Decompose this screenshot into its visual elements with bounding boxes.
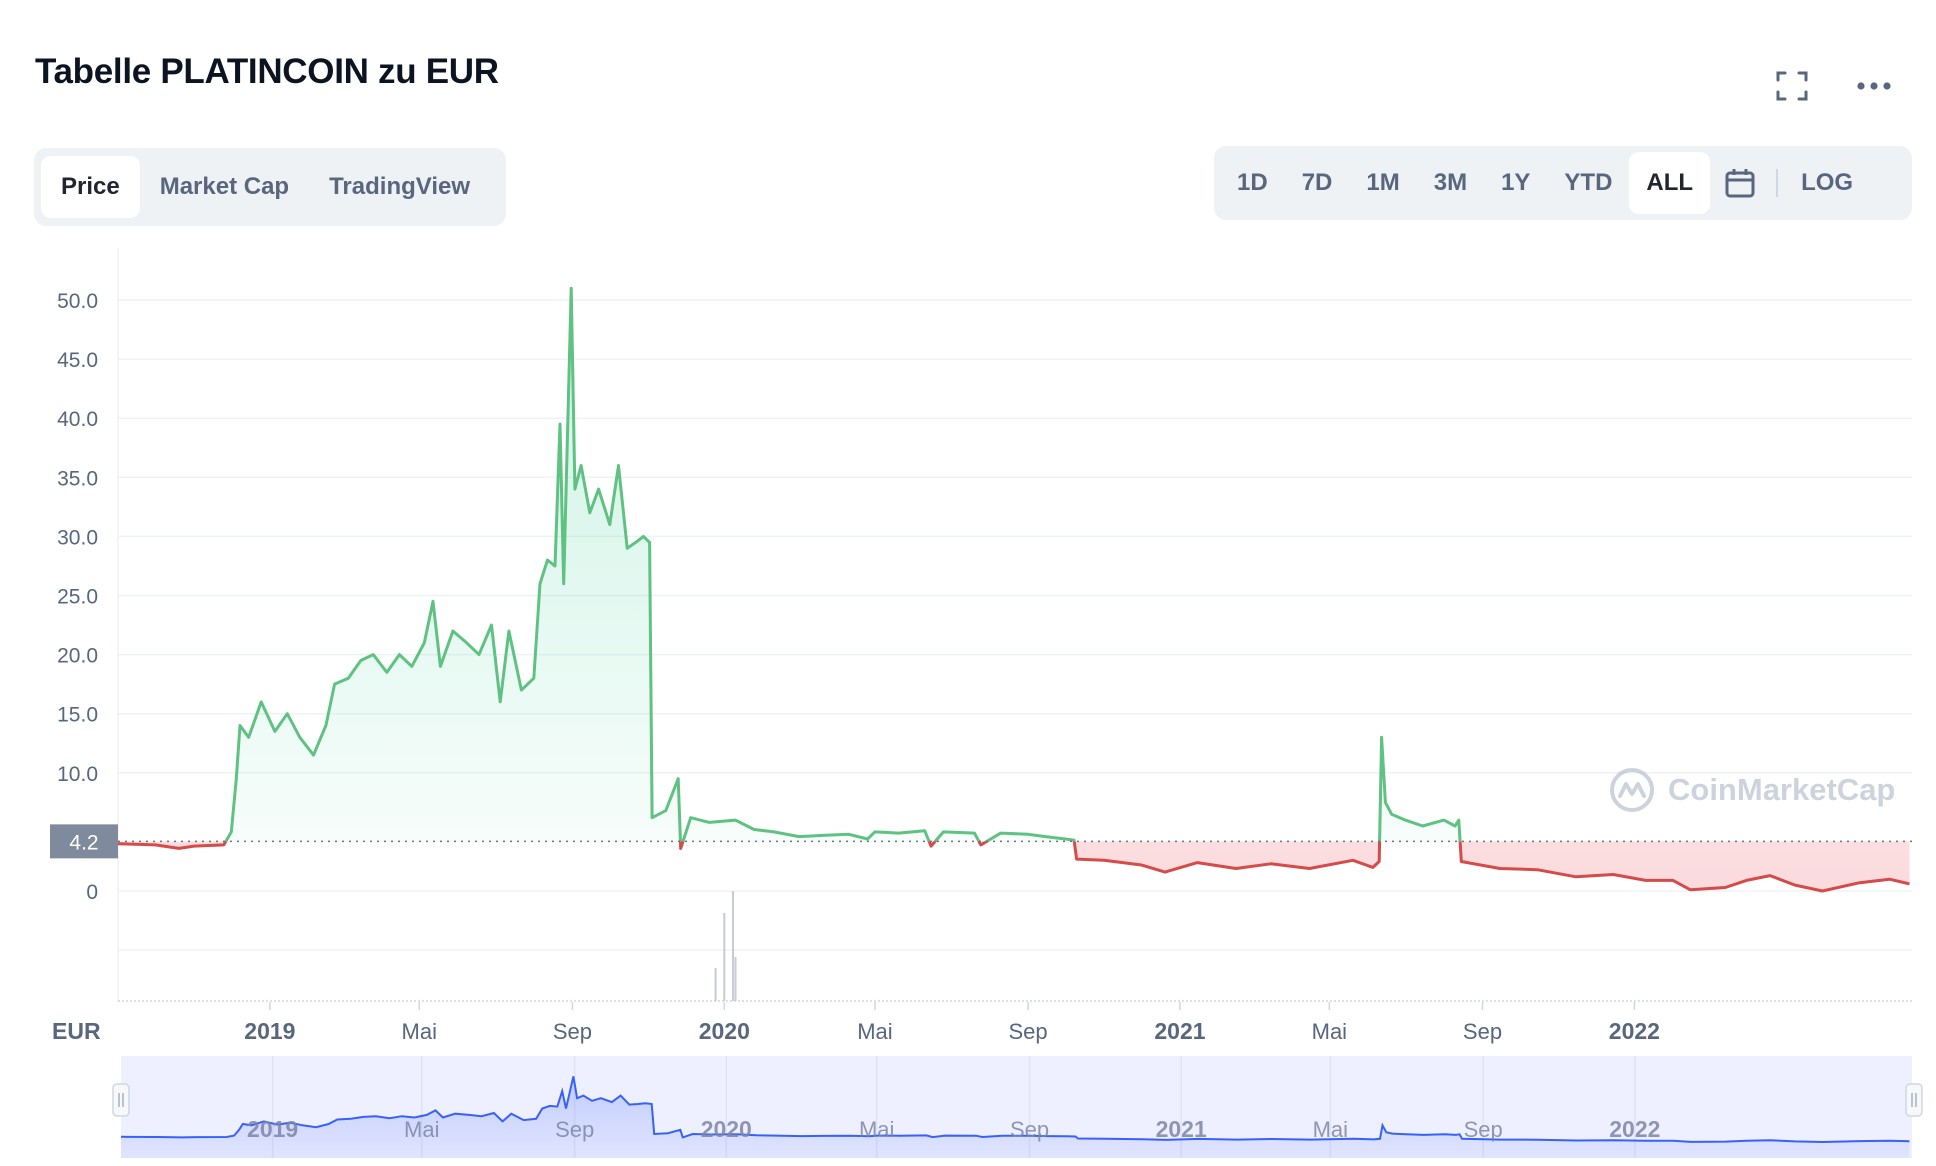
navigator-tick-label: Mai bbox=[859, 1117, 894, 1142]
navigator-tick-label: Mai bbox=[1313, 1117, 1348, 1142]
y-tick-label: 0 bbox=[86, 881, 98, 904]
x-tick-label: 2020 bbox=[699, 1018, 750, 1044]
x-tick-label: Mai bbox=[402, 1019, 437, 1044]
navigator-handle-right[interactable] bbox=[1905, 1083, 1923, 1117]
calendar-button[interactable] bbox=[1710, 152, 1770, 214]
chart-type-tabs: Price Market Cap TradingView bbox=[34, 148, 506, 226]
y-tick-label: 25.0 bbox=[57, 586, 98, 609]
navigator-tick-label: 2019 bbox=[247, 1116, 298, 1142]
more-options-icon[interactable] bbox=[1854, 66, 1894, 106]
range-7d[interactable]: 7D bbox=[1301, 169, 1333, 196]
range-all[interactable]: ALL bbox=[1629, 152, 1711, 214]
price-area-up bbox=[118, 288, 1910, 842]
x-tick-label: Sep bbox=[553, 1019, 592, 1044]
price-line-up bbox=[224, 286, 1462, 842]
volume-bar bbox=[714, 968, 717, 1001]
volume-bar bbox=[734, 957, 737, 1001]
y-tick-label: 40.0 bbox=[57, 408, 98, 431]
x-tick-label: Sep bbox=[1463, 1019, 1502, 1044]
calendar-icon bbox=[1725, 169, 1755, 198]
range-3m[interactable]: 3M bbox=[1433, 169, 1468, 196]
y-tick-label: 30.0 bbox=[57, 526, 98, 549]
y-tick-label: 50.0 bbox=[57, 290, 98, 313]
navigator-area bbox=[121, 1076, 1910, 1158]
navigator-line bbox=[120, 1076, 1910, 1144]
y-tick-label: 45.0 bbox=[57, 349, 98, 372]
x-tick-label: 2022 bbox=[1609, 1018, 1660, 1044]
x-tick-label: Mai bbox=[857, 1019, 892, 1044]
range-1y[interactable]: 1Y bbox=[1501, 169, 1531, 196]
tab-price[interactable]: Price bbox=[41, 156, 140, 218]
y-tick-label: 35.0 bbox=[57, 467, 98, 490]
x-tick-label: Sep bbox=[1008, 1019, 1047, 1044]
navigator-tick-label: Sep bbox=[555, 1117, 594, 1142]
navigator-tick-label: 2021 bbox=[1156, 1116, 1207, 1142]
current-value-badge bbox=[50, 824, 118, 859]
range-1m[interactable]: 1M bbox=[1366, 169, 1400, 196]
coinmarketcap-logo-icon bbox=[1610, 768, 1654, 812]
currency-label: EUR bbox=[52, 1018, 101, 1044]
navigator-tick-label: 2022 bbox=[1609, 1116, 1660, 1142]
x-tick-label: 2019 bbox=[244, 1018, 295, 1044]
y-tick-label: 15.0 bbox=[57, 704, 98, 727]
time-range-selector: 1D 7D 1M 3M 1Y YTD ALL LOG bbox=[1214, 146, 1912, 220]
watermark-text: CoinMarketCap bbox=[1668, 772, 1896, 807]
log-scale-toggle[interactable]: LOG bbox=[1801, 169, 1854, 196]
tab-market-cap[interactable]: Market Cap bbox=[159, 173, 290, 200]
coinmarketcap-watermark: CoinMarketCap bbox=[1608, 766, 1895, 814]
navigator-tick-label: Sep bbox=[1464, 1117, 1503, 1142]
y-tick-label: 20.0 bbox=[57, 645, 98, 668]
navigator-tick-label: 2020 bbox=[701, 1116, 752, 1142]
volume-bar bbox=[732, 891, 735, 1001]
y-tick-label: 10.0 bbox=[57, 763, 98, 786]
page-title: Tabelle PLATINCOIN zu EUR bbox=[35, 52, 499, 91]
range-divider bbox=[1776, 169, 1779, 197]
volume-bar bbox=[723, 913, 726, 1001]
navigator-tick-label: Sep bbox=[1010, 1117, 1049, 1142]
x-tick-label: 2021 bbox=[1154, 1018, 1205, 1044]
price-chart: 0 10.0 15.0 20.0 25.0 30.0 35.0 40.0 45.0 50.0 20… bbox=[50, 248, 1923, 1158]
range-1d[interactable]: 1D bbox=[1237, 169, 1268, 196]
tab-tradingview[interactable]: TradingView bbox=[329, 173, 471, 200]
navigator-handle-left[interactable] bbox=[112, 1083, 130, 1117]
range-ytd[interactable]: YTD bbox=[1564, 169, 1613, 196]
x-tick-label: Mai bbox=[1312, 1019, 1347, 1044]
fullscreen-icon[interactable] bbox=[1772, 66, 1812, 106]
current-value-label: 4.2 bbox=[69, 831, 98, 854]
navigator-tick-label: Mai bbox=[404, 1117, 439, 1142]
